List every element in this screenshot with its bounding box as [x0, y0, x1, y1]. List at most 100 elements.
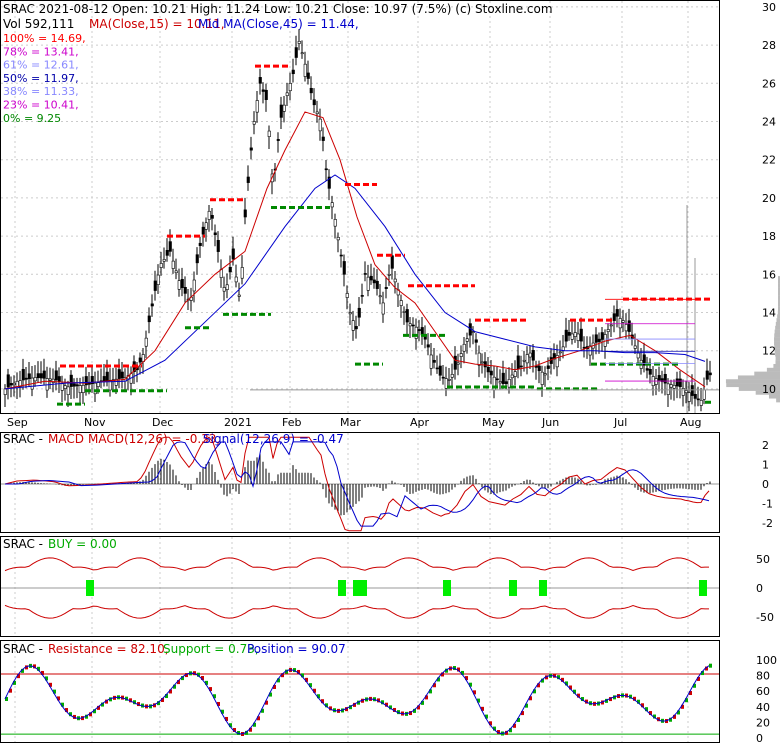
srp-marker: [169, 689, 172, 694]
candle-body: [180, 279, 184, 288]
candle-body: [417, 329, 421, 331]
candle-body: [513, 371, 517, 377]
candle-body: [138, 357, 142, 363]
volume-profile-bar: [725, 379, 780, 384]
srp-marker: [701, 671, 704, 676]
candle-body: [288, 83, 292, 92]
candle-body: [258, 77, 262, 84]
candle-body: [441, 376, 445, 379]
srp-marker: [225, 716, 228, 721]
buy-lower-line: [4, 604, 710, 619]
srp-marker: [457, 667, 460, 672]
fib-level-label: 38% = 11.33,: [3, 85, 79, 98]
price-panel: [0, 0, 720, 414]
candle-body: [72, 383, 76, 387]
candle-body: [621, 320, 625, 323]
candle-body: [339, 254, 343, 257]
candle-body: [423, 336, 427, 340]
candle-body: [312, 99, 316, 106]
srp-marker: [25, 665, 28, 670]
srp-marker: [529, 696, 532, 701]
candle-body: [117, 369, 121, 379]
volume-profile-bar: [778, 287, 780, 292]
candle-body: [228, 267, 232, 273]
candle-body: [483, 361, 487, 368]
candle-body: [351, 320, 355, 331]
srp-marker: [37, 666, 40, 671]
srp-marker: [153, 703, 156, 708]
macd-tick-label: 1: [762, 459, 769, 472]
candle-body: [336, 236, 340, 241]
srp-marker: [285, 669, 288, 674]
srp-tick-label: 20: [756, 716, 770, 729]
srp-marker: [453, 666, 456, 671]
candle-body: [564, 329, 568, 342]
volume-profile-bar: [755, 390, 780, 395]
candle-body: [537, 365, 541, 372]
position-label: Position = 90.07: [247, 642, 346, 656]
candle-body: [627, 320, 631, 332]
candle-body: [579, 328, 583, 342]
candle-body: [144, 337, 148, 347]
volume-profile-bar: [774, 337, 780, 342]
srp-marker: [209, 687, 212, 692]
candle-body: [657, 375, 661, 381]
srp-marker: [349, 705, 352, 710]
srp-marker: [605, 698, 608, 703]
fib-level-label: 0% = 9.25: [3, 112, 61, 125]
srp-marker: [649, 711, 652, 716]
fib-levels: 100% = 14.69,78% = 13.41,61% = 12.61,50%…: [3, 32, 86, 125]
candle-body: [408, 323, 412, 327]
candle-body: [681, 388, 685, 396]
srp-marker: [473, 690, 476, 695]
srp-marker: [201, 675, 204, 680]
candle-body: [309, 87, 313, 94]
volume-profile-bar: [776, 398, 780, 403]
srp-marker: [137, 702, 140, 707]
srp-marker: [313, 688, 316, 693]
volume-profile-bar: [778, 302, 780, 307]
candle-body: [102, 376, 106, 382]
srp-marker: [21, 668, 24, 673]
srp-marker: [185, 673, 188, 678]
volume-profile-bar: [778, 306, 780, 311]
srp-marker: [305, 677, 308, 682]
fib-level-label: 100% = 14.69,: [3, 32, 86, 45]
macd-panel: [0, 432, 720, 533]
srp-marker: [177, 680, 180, 685]
grid-lines: [1, 1, 719, 742]
candle-body: [654, 378, 658, 385]
volume-profile-bar: [778, 276, 780, 281]
volume-profile-bar: [775, 321, 780, 326]
candle-body: [594, 334, 598, 343]
srp-panel: [0, 640, 720, 743]
srp-marker: [533, 689, 536, 694]
candle-body: [540, 371, 544, 385]
srp-marker: [321, 699, 324, 704]
candle-body: [9, 383, 13, 386]
srp-marker: [541, 678, 544, 683]
candle-body: [495, 378, 499, 381]
srp-marker: [409, 711, 412, 716]
srp-marker: [601, 700, 604, 705]
candle-body: [252, 121, 256, 125]
candle-body: [393, 278, 397, 283]
candle-body: [162, 259, 166, 262]
candle-body: [534, 365, 538, 368]
date-tick-label: 2021: [224, 416, 252, 429]
macd-line: [4, 436, 710, 532]
candle-body: [174, 270, 178, 274]
srp-marker: [281, 673, 284, 678]
srp-marker: [173, 684, 176, 689]
candle-body: [678, 378, 682, 388]
srp-marker: [93, 709, 96, 714]
srp-marker: [645, 707, 648, 712]
srp-marker: [521, 711, 524, 716]
candle-body: [420, 327, 424, 336]
srp-tick-label: 60: [756, 685, 770, 698]
srp-marker: [265, 700, 268, 705]
candle-body: [171, 260, 175, 269]
srp-marker: [53, 689, 56, 694]
ma15-line: [4, 111, 706, 390]
candle-body: [264, 89, 268, 100]
